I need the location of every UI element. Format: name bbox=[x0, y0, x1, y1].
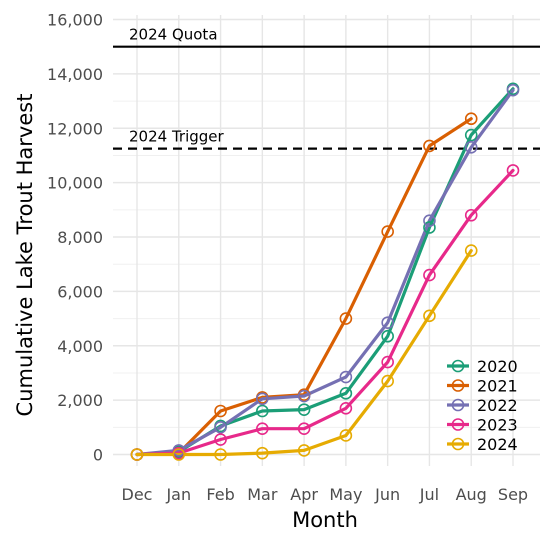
x-tick-label: Apr bbox=[290, 485, 318, 504]
y-tick-label: 12,000 bbox=[47, 119, 103, 138]
x-tick-label: Dec bbox=[122, 485, 153, 504]
data-point bbox=[214, 404, 227, 418]
data-point bbox=[423, 268, 436, 282]
series-line bbox=[135, 249, 473, 457]
data-point bbox=[423, 221, 436, 234]
data-point bbox=[256, 392, 269, 406]
y-tick-label: 10,000 bbox=[47, 174, 103, 193]
legend-label: 2023 bbox=[477, 416, 518, 435]
data-point bbox=[381, 374, 394, 388]
data-point bbox=[464, 112, 478, 126]
x-tick-label: May bbox=[329, 485, 362, 504]
series-layer bbox=[130, 82, 520, 461]
reference-lines: 2024 Quota 2024 Trigger bbox=[113, 26, 540, 150]
x-tick-label: Jun bbox=[374, 485, 400, 504]
data-point bbox=[423, 139, 436, 153]
y-tick-label: 0 bbox=[93, 446, 103, 465]
reference-line-label: 2024 Quota bbox=[129, 26, 218, 44]
legend-swatch-point bbox=[451, 418, 465, 431]
legend-label: 2021 bbox=[477, 377, 518, 396]
legend-swatch-point bbox=[451, 359, 465, 373]
legend-label: 2024 bbox=[477, 435, 518, 454]
data-point bbox=[464, 208, 478, 222]
y-tick-label: 6,000 bbox=[57, 282, 103, 301]
reference-line-label: 2024 Trigger bbox=[129, 128, 225, 146]
y-tick-label: 14,000 bbox=[47, 65, 103, 84]
x-tick-label: Mar bbox=[247, 485, 278, 504]
data-point bbox=[464, 244, 478, 257]
data-point bbox=[339, 429, 353, 442]
data-point bbox=[506, 164, 520, 177]
x-tick-label: Jan bbox=[165, 485, 191, 504]
data-point bbox=[339, 401, 353, 415]
data-point bbox=[381, 329, 394, 343]
data-point bbox=[423, 214, 436, 227]
data-point bbox=[214, 433, 227, 446]
y-tick-label: 4,000 bbox=[57, 337, 103, 356]
data-point bbox=[381, 316, 394, 329]
data-point bbox=[339, 370, 353, 384]
series-line bbox=[135, 168, 515, 457]
data-point bbox=[214, 421, 227, 434]
data-point bbox=[381, 225, 394, 238]
y-tick-label: 8,000 bbox=[57, 228, 103, 247]
data-point bbox=[256, 446, 269, 460]
x-tick-label: Jul bbox=[419, 485, 439, 504]
y-axis: 0 2,000 4,000 6,000 8,000 10,000 12,000 14,000 1… bbox=[47, 11, 103, 465]
y-tick-label: 16,000 bbox=[47, 11, 103, 30]
data-point bbox=[464, 128, 478, 142]
data-point bbox=[297, 389, 311, 403]
data-point bbox=[297, 444, 311, 457]
x-axis: Dec Jan Feb Mar Apr May Jun Jul Aug Sep bbox=[122, 485, 529, 504]
x-tick-label: Aug bbox=[456, 485, 487, 504]
data-point bbox=[339, 312, 353, 325]
data-point bbox=[339, 387, 353, 400]
data-point bbox=[297, 422, 311, 435]
data-point bbox=[506, 83, 520, 97]
data-point bbox=[297, 403, 311, 416]
legend-label: 2022 bbox=[477, 396, 518, 415]
series-line bbox=[135, 88, 515, 457]
legend-swatch-point bbox=[451, 379, 465, 392]
x-axis-title: Month bbox=[292, 508, 358, 532]
legend-swatch-point bbox=[451, 437, 465, 451]
data-point bbox=[464, 140, 478, 154]
legend-swatch-point bbox=[451, 398, 465, 412]
y-axis-title: Cumulative Lake Trout Harvest bbox=[13, 94, 37, 417]
data-point bbox=[381, 355, 394, 369]
data-point bbox=[130, 448, 144, 461]
data-point bbox=[256, 422, 269, 435]
x-tick-label: Feb bbox=[206, 485, 234, 504]
data-point bbox=[172, 448, 186, 461]
data-point bbox=[423, 309, 436, 323]
x-tick-label: Sep bbox=[498, 485, 528, 504]
data-point bbox=[256, 404, 269, 418]
y-tick-label: 2,000 bbox=[57, 391, 103, 410]
data-point bbox=[214, 448, 227, 461]
grid bbox=[113, 15, 540, 466]
legend-label: 2020 bbox=[477, 357, 518, 376]
